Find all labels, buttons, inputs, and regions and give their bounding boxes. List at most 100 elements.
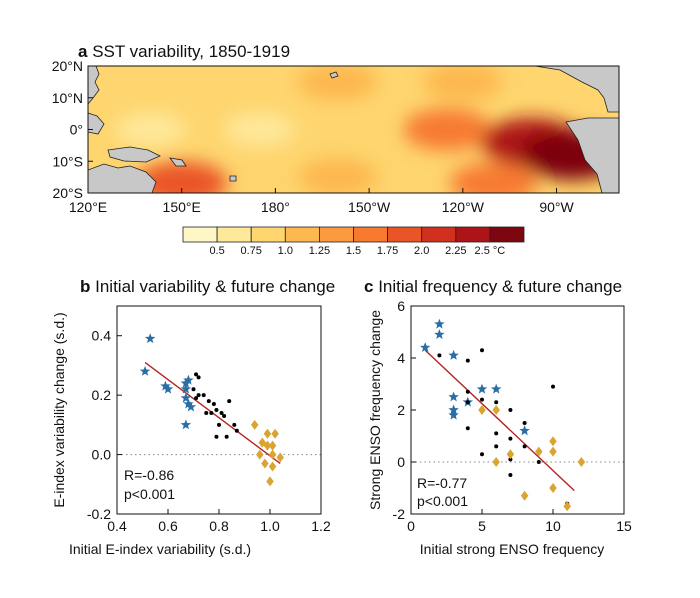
panel-c-ytick-label: 0 bbox=[397, 454, 405, 470]
star-marker bbox=[139, 365, 151, 376]
sst-region-6 bbox=[315, 105, 392, 142]
colorbar-swatch bbox=[455, 226, 491, 243]
panel-c-xtick-label: 0 bbox=[407, 518, 415, 534]
panel-c-xlabel: Initial strong ENSO frequency bbox=[420, 541, 604, 557]
dot-marker bbox=[234, 428, 239, 433]
land-new-guinea bbox=[107, 146, 161, 163]
map-xtick-label: 150°E bbox=[163, 199, 201, 215]
star-marker bbox=[420, 342, 431, 352]
panel-c-title: Initial frequency & future change bbox=[378, 277, 622, 296]
dot-marker bbox=[494, 400, 499, 405]
diamond-marker bbox=[563, 501, 571, 512]
diamond-marker bbox=[520, 490, 529, 501]
dot-marker bbox=[551, 384, 555, 389]
panel-b-ytick-label: 0.2 bbox=[92, 387, 112, 403]
map-longitude-ticks: 120°E 150°E 180° 150°W 120°W 90°W bbox=[69, 188, 575, 215]
colorbar-swatch bbox=[353, 226, 388, 243]
sst-variability-map bbox=[88, 66, 619, 193]
panel-c-xtick-label: 10 bbox=[545, 518, 561, 534]
dot-marker bbox=[522, 421, 527, 425]
panel-b-stat-r: R=-0.86 bbox=[124, 467, 174, 483]
dot-marker bbox=[465, 400, 470, 405]
dot-marker bbox=[437, 353, 442, 358]
star-marker bbox=[183, 398, 194, 409]
star-marker bbox=[476, 383, 488, 394]
land-australia-north bbox=[88, 163, 157, 193]
diamond-marker bbox=[261, 458, 269, 469]
sst-region-10 bbox=[297, 158, 378, 193]
dot-marker bbox=[465, 389, 470, 394]
land-asia-northwest bbox=[88, 66, 100, 105]
dot-marker bbox=[209, 410, 214, 415]
panel-b-ytick-label: 0.4 bbox=[92, 328, 112, 344]
colorbar-swatch bbox=[250, 226, 286, 243]
map-xtick-label: 180° bbox=[261, 199, 290, 215]
sst-region-12 bbox=[135, 161, 228, 193]
star-marker bbox=[491, 383, 502, 394]
svg-text:c Initial frequency & futu: c Initial frequency & future change bbox=[364, 277, 622, 296]
star-marker bbox=[183, 374, 194, 385]
land-borneo-sumatra bbox=[88, 112, 105, 135]
star-marker bbox=[180, 383, 192, 394]
map-ytick-label: 10°N bbox=[52, 90, 83, 106]
colorbar: 0.5 0.75 1.0 1.25 1.5 1.75 2.0 2.25 2.5 °C bbox=[182, 226, 525, 257]
star-marker bbox=[185, 401, 197, 412]
panel-c-stat-r: R=-0.77 bbox=[417, 475, 467, 491]
star-marker bbox=[434, 329, 445, 339]
dot-marker bbox=[206, 399, 211, 404]
dot-marker bbox=[204, 410, 209, 415]
dot-marker bbox=[508, 436, 513, 441]
map-land bbox=[88, 66, 619, 193]
diamond-marker bbox=[276, 452, 284, 463]
diamond-marker bbox=[492, 457, 500, 467]
colorbar-swatch bbox=[216, 226, 252, 243]
colorbar-swatch bbox=[421, 226, 457, 243]
star-marker bbox=[144, 333, 156, 344]
diamond-marker bbox=[250, 419, 259, 430]
dot-marker bbox=[211, 402, 216, 407]
dot-marker bbox=[480, 397, 484, 402]
panel-c-regression-line bbox=[424, 349, 575, 492]
colorbar-label: 1.0 bbox=[278, 245, 293, 257]
land-central-america bbox=[508, 66, 619, 113]
sst-region-1 bbox=[190, 66, 267, 100]
star-marker bbox=[180, 419, 192, 430]
panel-c-ylabel: Strong ENSO frequency change bbox=[367, 310, 383, 510]
star-marker bbox=[434, 318, 445, 329]
star-marker bbox=[448, 404, 459, 415]
diamond-marker bbox=[268, 461, 277, 472]
panel-c-letter: c bbox=[364, 277, 373, 296]
panel-b-ytick-label: -0.2 bbox=[87, 506, 111, 522]
dot-marker bbox=[465, 358, 470, 363]
star-marker bbox=[162, 383, 174, 394]
panel-b-stat-p: p<0.001 bbox=[124, 486, 175, 502]
colorbar-label: 2.25 bbox=[445, 245, 466, 257]
panel-b-ylabel: E-index variability change (s.d.) bbox=[51, 312, 67, 507]
land-solomon-islands bbox=[169, 157, 187, 167]
colorbar-label: 0.75 bbox=[240, 245, 261, 257]
map-xtick-label: 150°W bbox=[348, 199, 391, 215]
colorbar-swatch bbox=[387, 226, 423, 243]
dot-marker bbox=[194, 396, 199, 401]
land-fiji bbox=[229, 175, 237, 182]
colorbar-label: 1.25 bbox=[309, 245, 330, 257]
map-xtick-label: 120°W bbox=[442, 199, 485, 215]
colorbar-label: 2.5 °C bbox=[475, 245, 506, 257]
colorbar-label: 1.5 bbox=[346, 245, 361, 257]
dot-marker bbox=[191, 387, 196, 392]
diamond-marker bbox=[535, 446, 543, 457]
dot-marker bbox=[494, 431, 499, 436]
map-ytick-label: 0° bbox=[70, 122, 83, 138]
dot-marker bbox=[480, 452, 484, 457]
diamond-marker bbox=[506, 449, 515, 460]
panel-b-xlabel: Initial E-index variability (s.d.) bbox=[69, 541, 251, 557]
star-marker bbox=[160, 380, 171, 391]
diamond-marker bbox=[549, 436, 557, 447]
sst-region-4 bbox=[114, 112, 187, 147]
dot-marker bbox=[480, 348, 484, 353]
sst-region-2 bbox=[297, 66, 378, 101]
dot-marker bbox=[227, 399, 232, 404]
panel-c-xtick-label: 5 bbox=[478, 518, 486, 534]
colorbar-label: 1.75 bbox=[377, 245, 398, 257]
